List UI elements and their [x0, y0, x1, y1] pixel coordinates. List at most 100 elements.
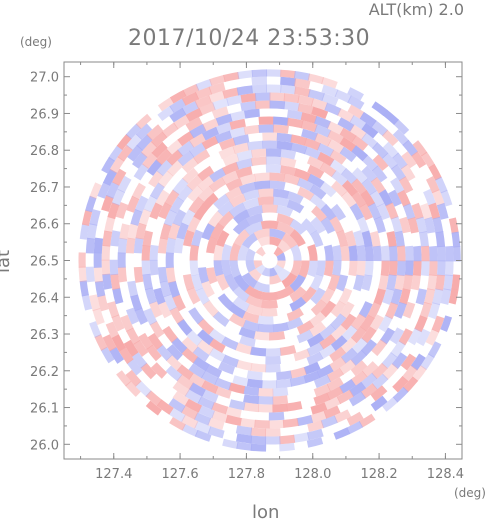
- radar-bin: [304, 137, 321, 151]
- radar-bin: [135, 380, 152, 397]
- radar-bin: [378, 189, 393, 207]
- radar-bin: [226, 94, 243, 106]
- radar-bin: [320, 203, 337, 221]
- radar-bin: [149, 301, 163, 318]
- radar-bin: [127, 223, 139, 240]
- radar-bin: [283, 173, 301, 186]
- radar-bin: [177, 131, 195, 147]
- radar-bin: [248, 268, 262, 282]
- radar-bin: [257, 196, 274, 206]
- radar-bin: [133, 237, 144, 254]
- radar-bin: [330, 203, 347, 221]
- radar-bin: [158, 202, 172, 220]
- radar-bin: [194, 429, 212, 443]
- radar-bin: [321, 93, 339, 106]
- radar-bin: [242, 197, 260, 210]
- radar-bin: [188, 307, 204, 325]
- radar-bin: [246, 205, 263, 217]
- x-tick-label: 127.8: [228, 467, 265, 482]
- radar-bin: [361, 361, 379, 378]
- radar-bin: [150, 362, 168, 379]
- radar-bin: [208, 74, 226, 86]
- radar-bin: [159, 223, 172, 240]
- radar-bin: [410, 353, 426, 371]
- radar-bin: [443, 274, 454, 291]
- radar-bin: [124, 381, 141, 398]
- radar-bin: [221, 336, 239, 351]
- radar-bin: [232, 296, 250, 312]
- radar-bin: [101, 194, 114, 212]
- radar-bin: [148, 170, 164, 188]
- radar-bin: [321, 76, 339, 89]
- radar-bin: [314, 124, 332, 138]
- radar-bin: [176, 374, 194, 390]
- radar-bin: [311, 98, 328, 111]
- radar-bin: [188, 373, 206, 388]
- radar-bin: [403, 203, 416, 220]
- radar-bin: [399, 216, 411, 234]
- radar-bin: [235, 425, 253, 436]
- radar-bin: [391, 352, 408, 370]
- radar-bin: [352, 167, 369, 184]
- radar-bin: [276, 370, 293, 381]
- radar-bin: [356, 245, 366, 261]
- radar-bin: [401, 365, 418, 382]
- radar-bin: [309, 184, 327, 200]
- radar-bin: [307, 260, 318, 278]
- radar-bin: [323, 244, 334, 261]
- radar-bin: [340, 337, 358, 354]
- radar-bin: [181, 414, 199, 429]
- radar-bin: [107, 301, 120, 318]
- radar-bin: [321, 84, 339, 98]
- radar-bin: [193, 412, 212, 426]
- radar-bin: [126, 327, 141, 345]
- radar-bin: [246, 304, 263, 316]
- radar-bin: [281, 232, 298, 249]
- radar-bin: [157, 237, 168, 254]
- radar-bin: [367, 202, 382, 220]
- radar-bin: [415, 288, 427, 306]
- radar-bin: [260, 220, 279, 230]
- radar-bin: [176, 222, 189, 240]
- radar-bin: [402, 301, 416, 319]
- radar-bin: [286, 307, 304, 322]
- radar-bin: [372, 245, 382, 262]
- radar-bin: [194, 421, 212, 435]
- radar-bin: [320, 216, 336, 234]
- radar-bin: [130, 209, 143, 226]
- radar-bin: [228, 313, 246, 328]
- radar-bin: [157, 301, 172, 319]
- radar-bin: [224, 274, 239, 292]
- radar-bin: [126, 307, 139, 325]
- radar-bin: [437, 260, 446, 277]
- radar-bin: [423, 188, 437, 206]
- radar-bin: [112, 168, 127, 186]
- radar-bin: [117, 175, 132, 193]
- radar-bin: [290, 260, 302, 277]
- radar-bin: [261, 267, 270, 277]
- radar-bin: [188, 196, 205, 214]
- radar-bin: [371, 165, 388, 183]
- radar-bin: [396, 245, 406, 262]
- radar-bin: [341, 325, 358, 342]
- radar-bin: [286, 199, 305, 214]
- radar-bin: [250, 156, 267, 167]
- radar-bin: [265, 355, 281, 365]
- radar-bin: [143, 195, 158, 213]
- radar-bin: [206, 267, 218, 285]
- radar-bin: [327, 130, 345, 145]
- radar-bin: [360, 372, 378, 389]
- radar-bin: [265, 428, 281, 437]
- radar-bin: [206, 236, 218, 254]
- y-tick-label: 26.0: [30, 438, 59, 453]
- radar-bin: [186, 329, 203, 346]
- radar-bin: [218, 361, 235, 375]
- radar-bin: [310, 410, 328, 423]
- radar-bin: [282, 418, 299, 428]
- radar-bin: [222, 87, 239, 99]
- radar-bin: [427, 274, 437, 291]
- radar-bin: [370, 385, 388, 402]
- radar-bin: [330, 313, 347, 331]
- radar-bin: [330, 324, 348, 341]
- radar-bin: [339, 301, 355, 319]
